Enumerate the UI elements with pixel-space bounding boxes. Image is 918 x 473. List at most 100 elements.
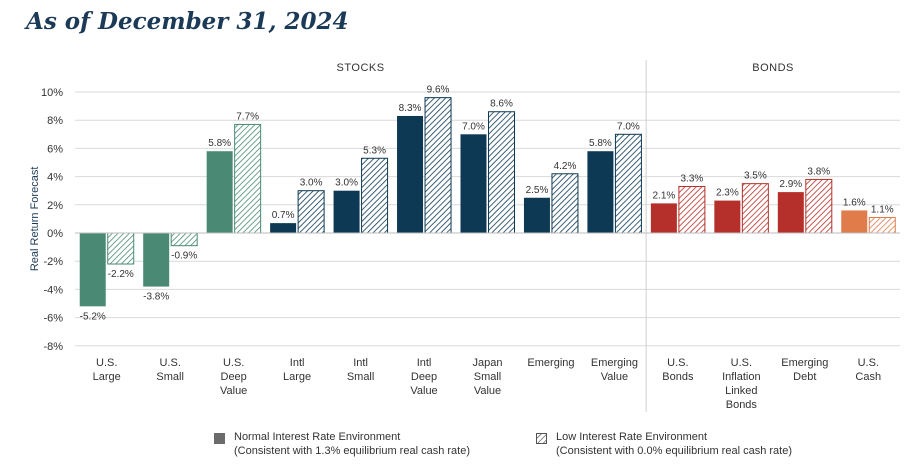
data-label-normal: -3.8% bbox=[143, 292, 169, 303]
x-tick-label: U.S. bbox=[858, 357, 879, 369]
data-label-low: 4.2% bbox=[554, 161, 577, 172]
y-tick-label: -4% bbox=[43, 284, 63, 296]
x-tick-label: Value bbox=[474, 385, 501, 397]
bar-normal bbox=[777, 192, 804, 233]
bar-normal bbox=[206, 151, 233, 233]
data-label-normal: 5.8% bbox=[208, 138, 231, 149]
x-tick-label: U.S. bbox=[731, 357, 752, 369]
bar-normal bbox=[587, 151, 614, 233]
data-label-normal: 2.5% bbox=[526, 185, 549, 196]
data-label-low: 5.3% bbox=[363, 145, 386, 156]
bar-low bbox=[107, 232, 135, 265]
x-tick-label: Emerging bbox=[781, 357, 828, 369]
bar-normal bbox=[460, 134, 487, 233]
x-tick-label: Value bbox=[220, 385, 247, 397]
y-tick-label: 6% bbox=[47, 143, 63, 155]
data-label-normal: 2.9% bbox=[779, 179, 802, 190]
group-header-bonds: BONDS bbox=[752, 62, 794, 74]
x-tick-label: Intl bbox=[353, 357, 368, 369]
x-tick-label: Bonds bbox=[662, 371, 694, 383]
bar-normal bbox=[523, 197, 550, 233]
data-label-low: 8.6% bbox=[490, 99, 513, 110]
legend-normal-label: Normal Interest Rate Environment bbox=[234, 431, 401, 443]
data-label-low: 9.6% bbox=[427, 85, 450, 96]
x-tick-label: Small bbox=[156, 371, 184, 383]
x-tick-label: Small bbox=[474, 371, 502, 383]
x-tick-label: U.S. bbox=[223, 357, 244, 369]
data-label-normal: 8.3% bbox=[399, 103, 422, 114]
data-label-low: -2.2% bbox=[108, 269, 134, 280]
x-tick-label: Linked bbox=[725, 385, 757, 397]
page-title: As of December 31, 2024 bbox=[26, 8, 349, 35]
data-label-low: 3.8% bbox=[807, 166, 830, 177]
bar-normal bbox=[270, 223, 297, 233]
x-tick-label: Bonds bbox=[726, 399, 758, 411]
x-tick-label: Cash bbox=[855, 371, 881, 383]
bar-normal bbox=[333, 190, 360, 233]
data-label-low: -0.9% bbox=[171, 251, 197, 262]
x-tick-label: Japan bbox=[473, 357, 503, 369]
data-label-low: 7.0% bbox=[617, 121, 640, 132]
x-tick-label: Large bbox=[283, 371, 311, 383]
y-tick-label: 0% bbox=[47, 228, 63, 240]
legend-normal-note: (Consistent with 1.3% equilibrium real c… bbox=[234, 445, 470, 457]
y-tick-label: 4% bbox=[47, 172, 63, 184]
x-tick-label: Inflation bbox=[722, 371, 761, 383]
data-label-low: 3.3% bbox=[680, 173, 703, 184]
group-header-stocks: STOCKS bbox=[337, 62, 385, 74]
bar-low bbox=[424, 97, 452, 234]
bar-low bbox=[488, 111, 515, 234]
bar-normal bbox=[841, 210, 868, 233]
x-tick-label: Emerging bbox=[591, 357, 638, 369]
bar-low bbox=[234, 123, 262, 234]
bar-normal bbox=[714, 200, 741, 233]
bar-low bbox=[170, 232, 198, 247]
bar-low bbox=[741, 183, 769, 234]
data-label-normal: 7.0% bbox=[462, 121, 485, 132]
x-tick-label: Deep bbox=[411, 371, 437, 383]
x-tick-label: Emerging bbox=[527, 357, 574, 369]
legend-swatch-hatched bbox=[536, 433, 547, 444]
data-label-normal: 2.3% bbox=[716, 188, 739, 199]
x-tick-label: U.S. bbox=[159, 357, 180, 369]
bar-low bbox=[868, 216, 896, 234]
data-label-low: 1.1% bbox=[871, 204, 894, 215]
bar-normal bbox=[397, 115, 424, 233]
data-label-normal: 2.1% bbox=[652, 190, 675, 201]
x-tick-label: Deep bbox=[221, 371, 247, 383]
data-label-normal: 1.6% bbox=[843, 197, 866, 208]
bar-normal bbox=[650, 203, 677, 233]
bar-low bbox=[805, 178, 833, 234]
x-tick-label: Debt bbox=[793, 371, 816, 383]
y-tick-label: 2% bbox=[47, 200, 63, 212]
y-tick-label: -6% bbox=[43, 313, 63, 325]
bar-low bbox=[551, 173, 579, 234]
bar-normal bbox=[143, 233, 170, 287]
x-tick-label: U.S. bbox=[667, 357, 688, 369]
bar-normal bbox=[79, 233, 106, 307]
bar-low bbox=[361, 157, 389, 234]
data-label-low: 3.5% bbox=[744, 171, 767, 182]
bar-low bbox=[297, 190, 325, 234]
x-tick-label: Small bbox=[347, 371, 375, 383]
legend-low-note: (Consistent with 0.0% equilibrium real c… bbox=[556, 445, 792, 457]
y-tick-label: -2% bbox=[43, 256, 63, 268]
x-tick-label: U.S. bbox=[96, 357, 117, 369]
x-tick-label: Value bbox=[601, 371, 628, 383]
x-tick-label: Intl bbox=[290, 357, 305, 369]
data-label-normal: -5.2% bbox=[80, 311, 106, 322]
x-tick-label: Value bbox=[410, 385, 437, 397]
y-tick-label: 8% bbox=[47, 115, 63, 127]
legend-swatch-solid bbox=[214, 433, 225, 444]
data-label-normal: 3.0% bbox=[335, 178, 358, 189]
data-label-normal: 5.8% bbox=[589, 138, 612, 149]
data-label-normal: 0.7% bbox=[272, 210, 295, 221]
bar-low bbox=[678, 185, 706, 234]
legend-low-label: Low Interest Rate Environment bbox=[556, 431, 708, 443]
data-label-low: 3.0% bbox=[300, 178, 323, 189]
x-tick-label: Large bbox=[93, 371, 121, 383]
y-tick-label: 10% bbox=[41, 87, 63, 99]
bar-low bbox=[614, 133, 642, 234]
y-tick-label: -8% bbox=[43, 341, 63, 353]
